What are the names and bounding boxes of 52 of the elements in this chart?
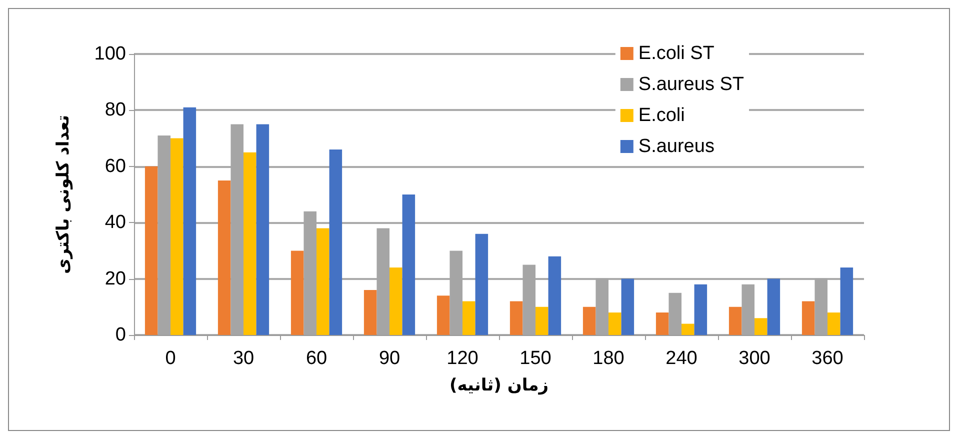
bar [364, 290, 377, 335]
legend-label: S.aureus [638, 136, 714, 157]
legend-label: E.coli ST [638, 43, 715, 64]
x-tick-label: 300 [738, 348, 770, 369]
bar [316, 228, 330, 335]
x-tick-label: 90 [378, 348, 400, 369]
bar [656, 312, 669, 335]
x-tick-label: 180 [592, 348, 624, 369]
legend-label: E.coli [638, 105, 685, 126]
y-tick-label: 40 [104, 212, 126, 234]
y-tick-label: 60 [104, 156, 126, 177]
bar [682, 324, 694, 335]
x-tick-label: 240 [666, 348, 698, 369]
bar [767, 278, 780, 335]
bar [183, 107, 196, 335]
x-tick-label: 150 [520, 348, 552, 369]
bar [840, 268, 854, 335]
bar [329, 150, 342, 335]
bar [608, 312, 622, 335]
x-axis-title: زمان (ثانیه) [449, 376, 549, 396]
y-axis-title: تعداد کلونی باکتری [54, 114, 74, 274]
bar [218, 180, 231, 335]
bar [802, 301, 815, 335]
x-tick-label: 360 [812, 348, 844, 369]
y-tick-label: 20 [104, 268, 126, 290]
bar [144, 166, 158, 335]
bar [728, 306, 742, 335]
bar [475, 234, 488, 335]
y-tick-label: 80 [104, 100, 126, 121]
bar [402, 194, 416, 335]
bar [582, 306, 596, 335]
bar [548, 256, 562, 335]
x-tick-label: 30 [232, 348, 254, 369]
y-tick-label: 0 [115, 324, 126, 346]
bar [621, 278, 634, 335]
bar [170, 138, 184, 335]
bar [536, 306, 548, 335]
bar [244, 152, 256, 335]
bar [694, 284, 708, 335]
y-tick-label: 100 [94, 44, 126, 64]
bar [462, 301, 476, 335]
x-tick-label: 0 [165, 348, 176, 369]
bar [510, 301, 523, 335]
bar [290, 250, 304, 335]
bar [436, 296, 450, 335]
legend-label: S.aureus ST [638, 74, 744, 95]
bar [390, 268, 402, 335]
bar [256, 124, 270, 335]
bar [828, 312, 840, 335]
x-tick-label: 60 [306, 348, 328, 369]
x-tick-label: 120 [446, 348, 478, 369]
bar [754, 318, 768, 335]
